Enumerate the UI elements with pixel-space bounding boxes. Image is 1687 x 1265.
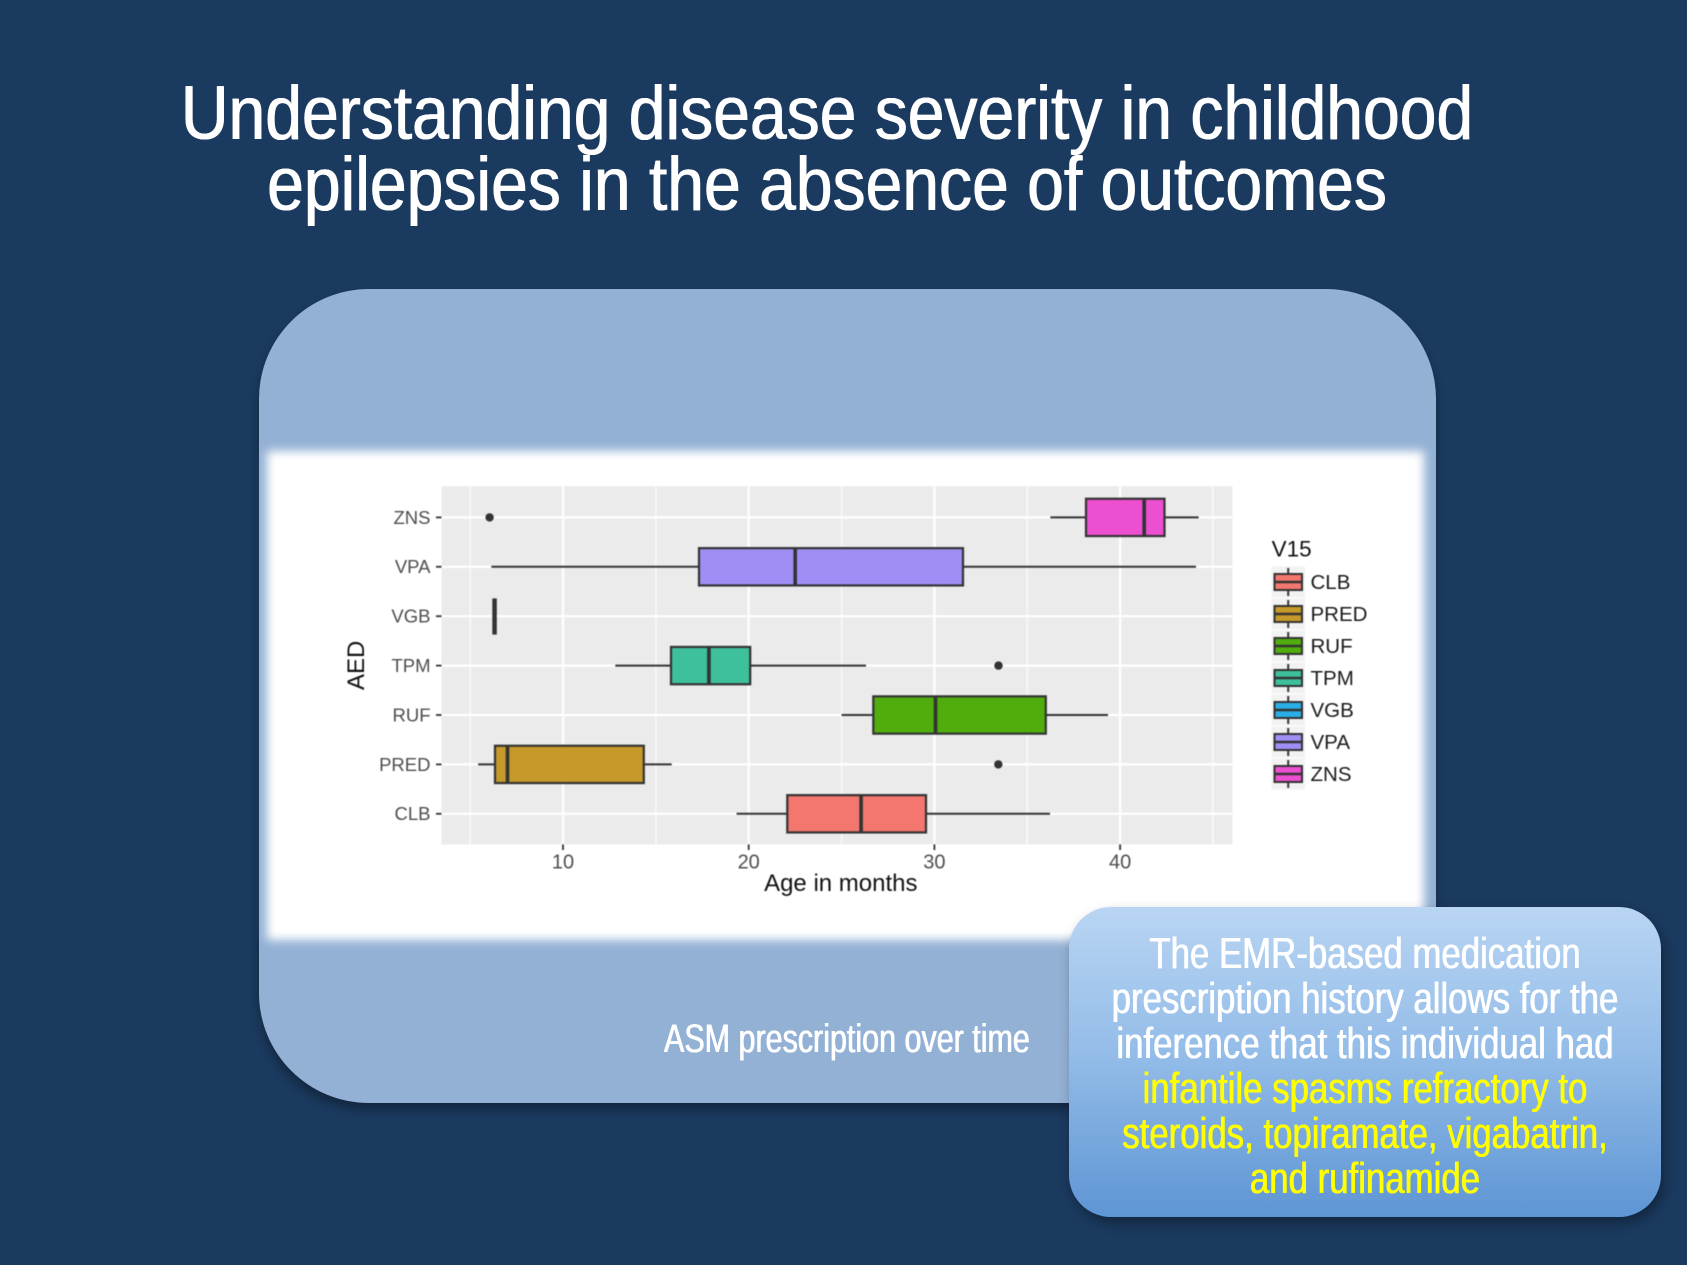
svg-text:20: 20: [738, 852, 760, 874]
svg-text:RUF: RUF: [1311, 635, 1353, 658]
svg-text:VPA: VPA: [395, 556, 431, 577]
svg-text:VGB: VGB: [391, 606, 430, 627]
svg-text:CLB: CLB: [1311, 571, 1351, 594]
svg-text:TPM: TPM: [1311, 667, 1354, 690]
svg-text:RUF: RUF: [392, 704, 430, 725]
svg-text:AED: AED: [343, 641, 370, 690]
svg-text:ZNS: ZNS: [394, 507, 431, 528]
svg-text:PRED: PRED: [379, 754, 430, 775]
svg-text:V15: V15: [1272, 537, 1312, 562]
svg-text:TPM: TPM: [391, 655, 430, 676]
svg-text:ZNS: ZNS: [1311, 763, 1352, 786]
svg-text:VGB: VGB: [1311, 699, 1354, 722]
svg-text:PRED: PRED: [1311, 603, 1368, 626]
svg-text:30: 30: [923, 852, 945, 874]
svg-text:CLB: CLB: [395, 803, 431, 824]
svg-text:VPA: VPA: [1311, 731, 1351, 754]
svg-text:40: 40: [1109, 852, 1131, 874]
svg-text:Age in months: Age in months: [764, 870, 917, 897]
svg-text:10: 10: [552, 852, 574, 874]
